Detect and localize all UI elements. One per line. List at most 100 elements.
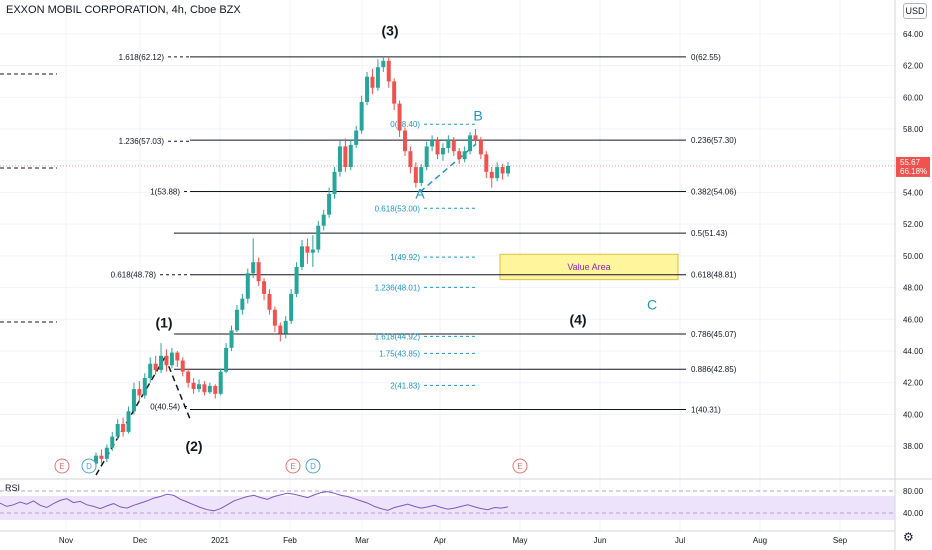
candle-body [186, 371, 191, 383]
candle-body [500, 167, 505, 174]
currency-badge[interactable]: USD [903, 3, 927, 19]
candle-body [337, 146, 342, 172]
candle-body [175, 352, 180, 361]
candle-body [321, 214, 326, 226]
candle-body [305, 246, 310, 253]
candle-body [489, 171, 494, 179]
y-tick-label: 62.00 [903, 62, 924, 71]
time-axis[interactable]: Nov Dec 2021 Feb Mar Apr May Jun Jul Aug Sep [59, 536, 848, 545]
candle-body [457, 151, 462, 160]
candle-body [180, 360, 185, 372]
value-area-box [499, 253, 679, 281]
gear-icon[interactable]: ⚙ [903, 530, 914, 544]
y-tick-label: 42.00 [903, 379, 924, 388]
candle-body [126, 411, 131, 432]
x-tick-label: Dec [133, 536, 147, 545]
candle-body [478, 140, 483, 155]
candle-body [506, 165, 510, 174]
chart-grid [0, 0, 895, 531]
candle-body [104, 447, 109, 459]
event-marker: E [512, 458, 528, 474]
y-tick-label: 58.00 [903, 125, 924, 134]
candle-body [164, 355, 169, 366]
candle-body [202, 384, 207, 393]
candle-body [332, 171, 337, 195]
candle-body [413, 167, 418, 183]
candle-body [262, 281, 267, 294]
candle-body [386, 60, 391, 82]
event-label: E [59, 462, 64, 471]
candle-body [197, 384, 201, 390]
candle-body [365, 76, 370, 103]
candle-body [424, 146, 429, 168]
candle-body [446, 140, 451, 149]
y-tick-label: 52.00 [903, 220, 924, 229]
event-marker: E [285, 458, 301, 474]
candle-body [473, 135, 478, 141]
candle-body [153, 363, 158, 371]
candle-body [327, 194, 332, 215]
candle-body [169, 352, 174, 366]
y-tick-label: 48.00 [903, 284, 924, 293]
fib-ext-label: 1.618(44.92) [375, 332, 421, 341]
x-tick-label: May [512, 536, 527, 545]
event-marker: D [81, 458, 97, 474]
event-circle [81, 458, 97, 474]
candle-body [256, 262, 261, 282]
candle-body [213, 385, 218, 394]
value-area: Value Area [499, 253, 679, 281]
event-label: D [310, 462, 316, 471]
fib-left-label: 0.618(48.78) [111, 271, 157, 280]
abc-label: B [473, 108, 482, 124]
x-tick-label: Jul [675, 536, 685, 545]
fib-ext-label: 2(41.83) [390, 381, 420, 390]
candle-body [300, 246, 304, 267]
candle-body [218, 371, 223, 394]
candle-body [316, 225, 321, 250]
fib-left-label: 1.236(57.03) [119, 137, 165, 146]
rsi-tick-label: 40.00 [903, 509, 924, 518]
candle-body [278, 325, 283, 334]
y-tick-label: 40.00 [903, 410, 924, 419]
candle-body [354, 130, 359, 145]
x-tick-label: Jun [594, 536, 607, 545]
fib-left-label: 1(53.88) [150, 187, 180, 196]
x-tick-label: Feb [283, 536, 297, 545]
fib-ext-label: 1(49.92) [390, 253, 420, 262]
rsi-pane: 80.00 40.00 [0, 487, 924, 518]
candle-body [148, 363, 153, 378]
candle-body [115, 423, 120, 437]
candle-body [207, 385, 212, 393]
candle-body [403, 130, 407, 152]
candle-body [419, 167, 424, 183]
y-tick-label: 50.00 [903, 252, 924, 261]
candle-body [440, 148, 445, 155]
fib-ext-label: 1.75(43.85) [379, 349, 420, 358]
candle-body [142, 377, 147, 396]
candle-body [283, 320, 288, 334]
candle-body [370, 76, 375, 88]
price-axis[interactable]: 64.0062.0060.0058.0056.0054.0052.0050.00… [903, 30, 924, 451]
wave-label: (3) [381, 23, 398, 39]
candle-body [381, 60, 386, 68]
abc-label: A [415, 185, 425, 201]
fib-right-label: 0.236(57.30) [691, 136, 737, 145]
chart-title: EXXON MOBIL CORPORATION, 4h, Cboe BZX [6, 4, 241, 16]
x-tick-label: Mar [355, 536, 369, 545]
event-marker: E [54, 458, 70, 474]
y-tick-label: 60.00 [903, 93, 924, 102]
candle-body [137, 389, 142, 396]
candle-body [245, 273, 250, 299]
last-price-value: 55.67 [900, 158, 921, 167]
fib-right-label: 0.786(45.07) [691, 330, 737, 339]
fib-right-label: 0.618(48.81) [691, 271, 737, 280]
candle-body [159, 355, 164, 371]
fib-ext-label: 1.236(48.01) [375, 283, 421, 292]
event-label: E [517, 462, 522, 471]
y-tick-label: 46.00 [903, 315, 924, 324]
candles [94, 56, 510, 467]
fib-left-label: 1.618(62.12) [119, 53, 165, 62]
